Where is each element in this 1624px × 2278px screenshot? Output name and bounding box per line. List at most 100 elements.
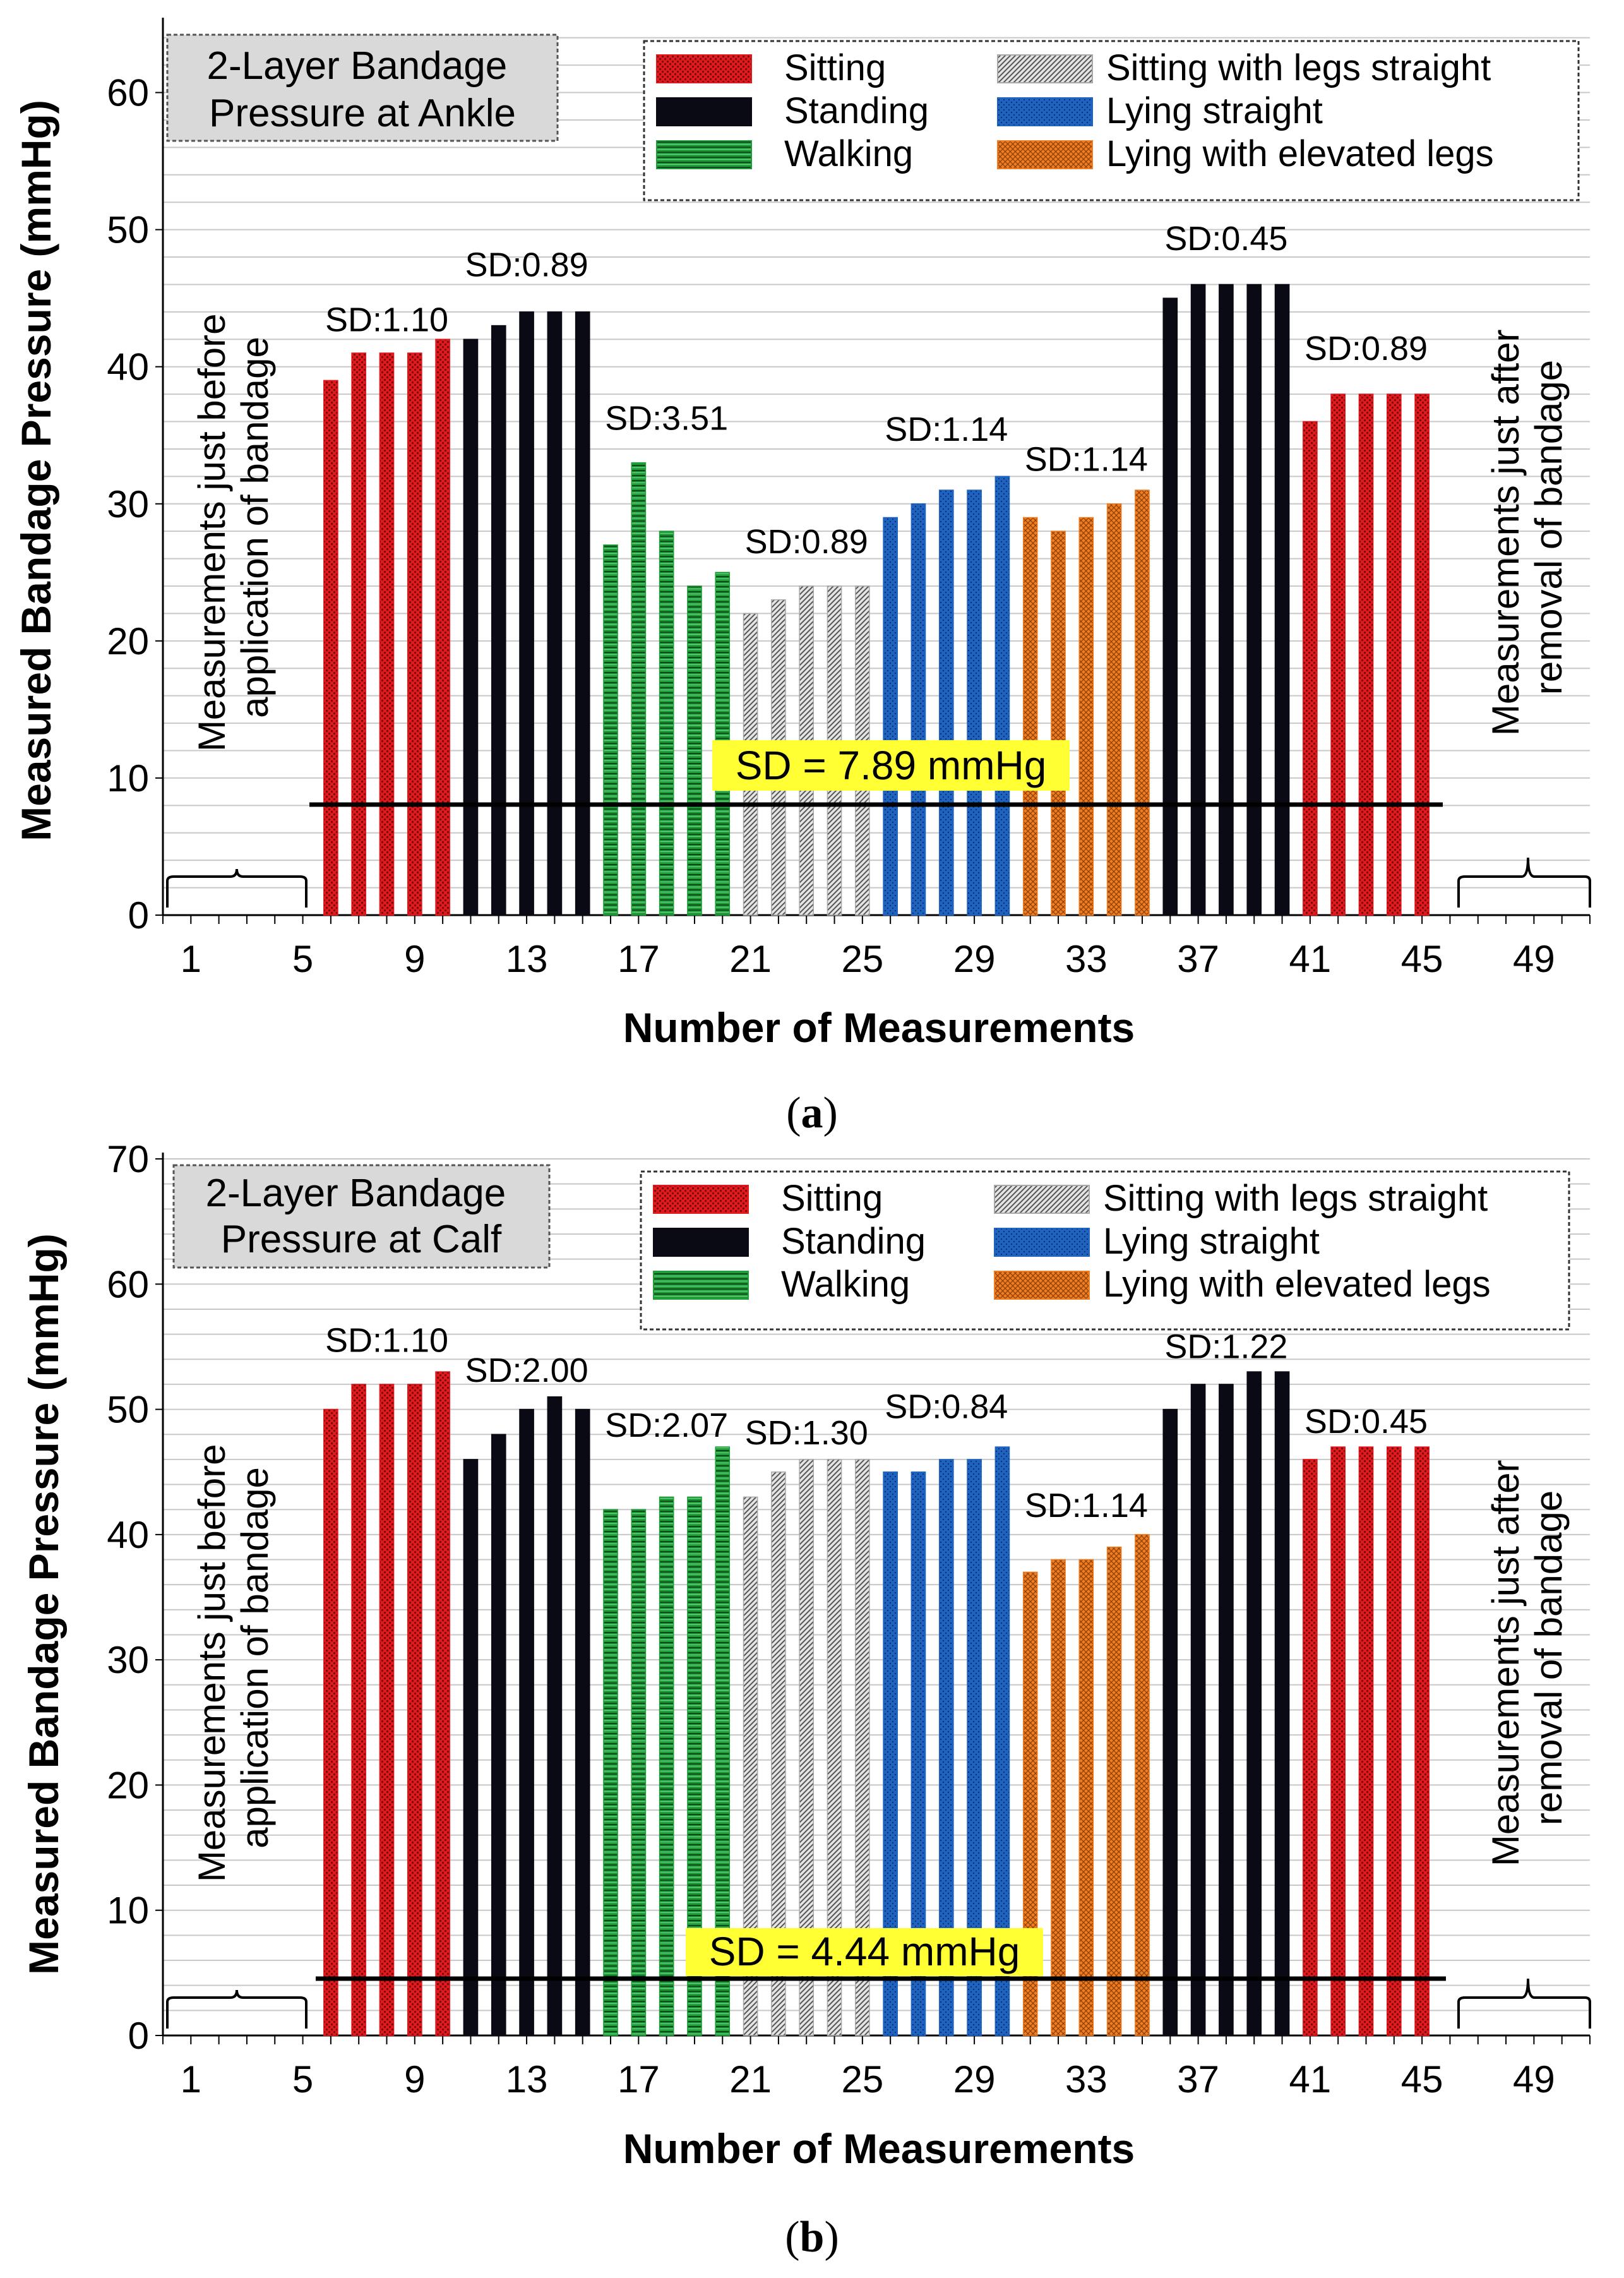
x-tick-label: 49	[1513, 938, 1555, 980]
x-tick-label: 21	[729, 2058, 772, 2101]
x-tick-label: 1	[181, 938, 201, 980]
legend-label: Standing	[784, 90, 929, 131]
bar	[1386, 393, 1402, 916]
bar	[351, 352, 367, 916]
bar	[1274, 1371, 1290, 2036]
bar	[883, 1471, 898, 2036]
bar	[1219, 284, 1234, 916]
y-tick-label: 0	[128, 894, 149, 937]
annotation-after-line1: Measurements just after	[1484, 330, 1527, 736]
x-tick-label: 29	[953, 938, 996, 980]
bar	[827, 1459, 842, 2036]
chart-title-box	[172, 1164, 551, 1269]
chart-title-box	[166, 33, 559, 142]
panel-label: b	[800, 2213, 825, 2262]
y-tick-label: 30	[107, 483, 149, 525]
chart-title-line1: 2-Layer Bandage	[206, 1172, 506, 1215]
annotation-after: Measurements just after removal of banda…	[1484, 319, 1570, 736]
legend-label: Walking	[781, 1264, 910, 1305]
x-tick-label: 41	[1289, 2058, 1331, 2101]
y-tick-label: 70	[107, 1138, 149, 1180]
sd-label: SD:1.10	[325, 301, 448, 339]
bars	[323, 284, 1430, 916]
axes	[162, 1153, 1591, 2044]
sd-label: SD:0.89	[1305, 330, 1428, 368]
bar	[491, 325, 506, 916]
y-tick-labels: 0 10 20 30 40 50 60	[107, 72, 163, 937]
sd-label: SD:0.89	[465, 246, 588, 284]
legend-swatch	[656, 97, 752, 126]
legend-label: Lying straight	[1106, 90, 1323, 131]
sd-label: SD:1.30	[745, 1414, 868, 1452]
bar	[659, 531, 674, 916]
bar	[1414, 393, 1430, 916]
x-tick-label: 9	[404, 938, 425, 980]
bar	[491, 1434, 506, 2036]
bar	[1246, 284, 1262, 916]
bar	[1190, 1384, 1206, 2036]
sd-label: SD:0.89	[745, 523, 868, 561]
bar	[967, 489, 982, 916]
chart-title: 2-Layer Bandage Pressure at Calf	[206, 1172, 517, 1261]
bracket-after-icon	[1457, 857, 1591, 908]
annotation-before: Measurements just before application of …	[191, 1434, 276, 1882]
chart-title-line2: Pressure at Ankle	[209, 92, 516, 135]
bar	[883, 517, 898, 916]
bar	[463, 1459, 479, 2036]
x-tick-label: 5	[292, 2058, 313, 2101]
bar	[967, 1459, 982, 2036]
legend-swatch	[656, 54, 752, 83]
bar	[994, 476, 1010, 916]
bar	[1274, 284, 1290, 916]
panel-caption: (a)	[786, 1089, 838, 1137]
bar	[575, 1408, 590, 2036]
bar	[1106, 1546, 1122, 2036]
legend-label: Sitting	[784, 47, 886, 88]
legend-swatch	[656, 140, 752, 169]
bar	[1219, 1384, 1234, 2036]
y-tick-label: 50	[107, 209, 149, 251]
sd-label: SD:1.14	[1025, 1487, 1148, 1525]
sd-labels: SD:1.10 SD:2.00 SD:2.07 SD:1.30 SD:0.84 SD:1.…	[325, 1321, 1428, 1525]
sd-label: SD:3.51	[605, 400, 728, 438]
bar	[1078, 517, 1094, 916]
sd-label: SD:0.45	[1164, 220, 1287, 258]
legend-swatch	[653, 1185, 749, 1214]
bar	[323, 1408, 338, 2036]
bar	[1106, 503, 1122, 916]
chart-title-line1: 2-Layer Bandage	[207, 44, 508, 88]
overall-sd-label: SD = 4.44 mmHg	[709, 1929, 1020, 1974]
bar	[938, 1459, 954, 2036]
bar	[687, 585, 702, 916]
x-tick-label: 41	[1289, 938, 1331, 980]
bar	[1022, 1571, 1038, 2036]
legend-swatch	[997, 97, 1093, 126]
bar	[1246, 1371, 1262, 2036]
annotation-before-line1: Measurements just before	[191, 1444, 233, 1883]
bar	[1358, 1446, 1374, 2036]
x-tick-label: 13	[506, 2058, 548, 2101]
legend-label: Lying with elevated legs	[1103, 1264, 1491, 1305]
bar	[799, 1459, 815, 2036]
y-tick-label: 20	[107, 620, 149, 662]
y-tick-label: 10	[107, 1890, 149, 1932]
x-tick-labels: 1 5 9 13 17 21 25 29 33 37 41 45 49	[181, 938, 1555, 980]
bar	[911, 1471, 926, 2036]
bar	[687, 1496, 702, 2036]
bar	[631, 1509, 647, 2036]
legend-label: Lying straight	[1103, 1221, 1320, 1262]
legend-swatch	[994, 1271, 1090, 1300]
legend-label: Standing	[781, 1221, 926, 1262]
legend-label: Walking	[784, 133, 913, 174]
bar	[1358, 393, 1374, 916]
legend-swatch	[653, 1228, 749, 1257]
bar	[1330, 393, 1346, 916]
legend-label: Sitting with legs straight	[1106, 47, 1491, 88]
legend-swatch	[994, 1228, 1090, 1257]
bar	[771, 1471, 786, 2036]
bar	[1135, 1534, 1150, 2036]
sd-labels: SD:1.10 SD:0.89 SD:3.51 SD:0.89 SD:1.14 SD:1.…	[325, 220, 1428, 561]
legend-label: Sitting	[781, 1178, 883, 1219]
